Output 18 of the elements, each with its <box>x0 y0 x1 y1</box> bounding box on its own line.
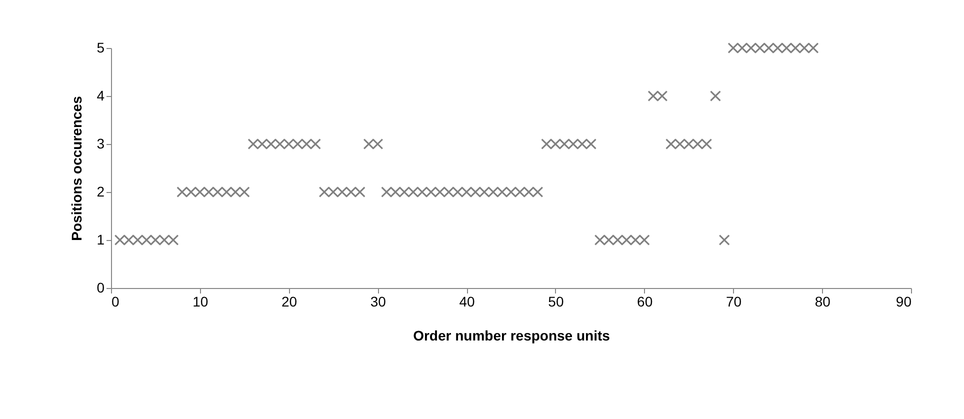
x-tick-label: 70 <box>726 294 742 310</box>
x-tick-label: 60 <box>637 294 653 310</box>
x-tick-label: 0 <box>112 294 120 310</box>
x-axis-title: Order number response units <box>413 328 610 344</box>
y-tick-label: 2 <box>96 184 105 200</box>
x-tick-label: 10 <box>192 294 208 310</box>
y-axis-title: Positions occurences <box>68 96 85 241</box>
x-tick-label: 30 <box>370 294 386 310</box>
x-tick-label: 90 <box>896 294 912 310</box>
y-tick-label: 4 <box>96 88 105 104</box>
x-tick-label: 80 <box>814 294 831 310</box>
x-tick-label: 50 <box>548 294 564 310</box>
y-tick-label: 5 <box>96 40 105 56</box>
y-tick-label: 3 <box>96 136 105 152</box>
y-tick-label: 1 <box>96 232 105 248</box>
x-tick-label: 20 <box>281 294 298 310</box>
x-tick-label: 40 <box>459 294 476 310</box>
y-tick-label: 0 <box>96 280 105 296</box>
